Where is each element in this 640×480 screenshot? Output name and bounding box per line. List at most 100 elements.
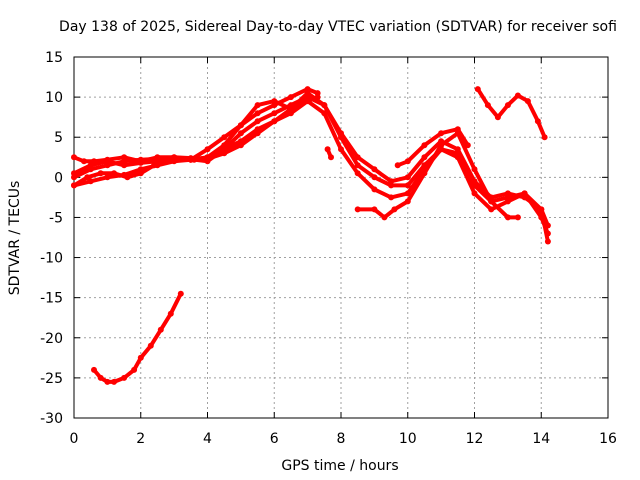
data-point [514,214,521,221]
data-point [157,326,164,333]
data-point [474,86,481,93]
x-tick-label: 16 [599,431,617,447]
data-point [137,156,144,163]
y-axis-title: SDTVAR / TECUs [7,181,23,296]
data-point [171,154,178,161]
data-point [544,238,551,245]
data-point [271,118,278,125]
data-point [121,158,128,165]
data-point [271,102,278,109]
data-point [404,198,411,205]
data-point [321,102,328,109]
data-point [484,102,491,109]
data-point [354,170,361,177]
data-point [121,171,128,178]
data-point [287,94,294,101]
series-line-low-track [92,291,183,384]
series-line-track-8 [475,87,547,140]
data-point [321,110,328,117]
data-point [404,182,411,189]
data-point [391,206,398,213]
x-tick-label: 2 [136,431,145,447]
data-point [221,134,228,141]
data-point [488,206,495,213]
data-point [131,366,138,373]
data-point [254,102,261,109]
data-point [87,178,94,185]
chart-title: Day 138 of 2025, Sidereal Day-to-day VTE… [59,19,617,35]
data-point [121,374,128,381]
y-tick-label: 15 [45,50,63,66]
x-tick-label: 4 [203,431,212,447]
data-point [404,174,411,181]
data-point [438,142,445,149]
data-point [254,118,261,125]
data-point [287,106,294,113]
y-tick-label: -20 [40,331,63,347]
data-point [71,174,77,181]
grid [74,57,608,418]
data-point [504,190,511,197]
data-point [328,154,334,161]
data-point [204,146,211,153]
data-point [154,162,161,169]
data-point [421,154,428,161]
data-point [438,130,445,137]
data-point [304,90,311,97]
y-tick-label: -15 [40,291,63,307]
data-point [87,166,94,173]
data-point [404,190,411,197]
data-point [97,170,104,177]
data-point [137,166,144,173]
x-axis-title: GPS time / hours [281,458,398,474]
data-point [371,166,378,173]
data-point [187,155,194,162]
data-point [494,114,501,121]
data-point [381,214,388,221]
data-point [354,162,361,169]
data-point [514,92,521,99]
data-point [167,310,174,317]
data-point [454,126,461,133]
x-tick-label: 8 [337,431,346,447]
data-point [454,146,461,153]
series-line-track-5 [72,91,550,228]
data-point [314,90,321,97]
x-tick-label: 10 [399,431,417,447]
data-point [104,378,111,385]
y-tick-label: 0 [54,170,63,186]
data-point [394,162,401,169]
data-point [177,290,184,297]
data-point [504,214,511,221]
series-line-track-1 [72,95,320,164]
y-tick-label: 10 [45,90,63,106]
data-point [71,182,77,189]
data-point [84,174,91,181]
data-point [338,146,344,153]
data-point [421,170,428,177]
data-point [254,130,261,137]
data-point [388,182,395,189]
data-point [237,122,244,129]
data-point [354,154,361,161]
data-point [544,230,551,237]
data-point [421,142,428,149]
data-series [71,86,551,385]
y-tick-label: -30 [40,411,63,427]
axis-ticks: 0 2 4 6 8 10 12 14 16 15 10 5 0 -5 -10 -15 -20 -25 -30 [40,50,617,447]
data-point [388,194,395,201]
data-point [91,366,97,373]
data-point [204,155,211,162]
data-point [338,130,344,137]
data-point [104,162,111,169]
data-point [104,174,111,181]
data-point [137,354,144,361]
data-point [388,178,395,185]
y-tick-label: -25 [40,371,63,387]
y-tick-label: 5 [54,130,63,146]
data-point [371,186,378,193]
data-point [464,142,471,149]
x-tick-label: 6 [270,431,279,447]
